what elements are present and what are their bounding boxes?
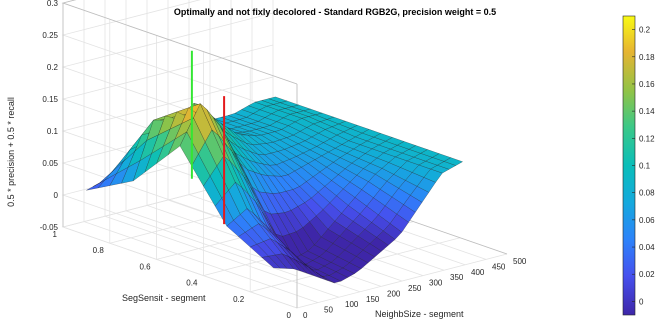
colorbar: 0 0.02 0.04 0.06 0.08 0.1 0.12 0.14 0.16 0.18 0.2 — [622, 15, 655, 316]
y-tick-label: 0.8 — [93, 246, 105, 255]
x-tick-label: 250 — [408, 284, 422, 293]
x-tick-label: 200 — [387, 289, 401, 298]
surface-mesh — [86, 96, 464, 284]
x-tick-label: 150 — [366, 295, 380, 304]
z-tick-label: 0.05 — [42, 159, 58, 168]
colorbar-tick-label: 0.04 — [639, 243, 655, 252]
y-tick-label: 0.2 — [233, 295, 245, 304]
x-tick-label: 400 — [471, 268, 485, 277]
y-tick-label: 0.6 — [139, 262, 151, 271]
x-tick-label: 100 — [345, 300, 359, 309]
colorbar-tick-label: 0.02 — [639, 270, 655, 279]
z-tick-label: 0 — [54, 191, 59, 200]
colorbar-tick-label: 0.14 — [639, 107, 655, 116]
z-tick-label: 0.25 — [42, 31, 58, 40]
y-axis-label: SegSensit - segment — [122, 293, 206, 303]
z-tick-label: -0.05 — [40, 223, 59, 232]
x-tick-label: 300 — [429, 279, 443, 288]
x-tick-label: 450 — [492, 262, 506, 271]
marker-lines — [190, 50, 226, 225]
x-tick-label: 350 — [450, 273, 464, 282]
z-axis-label: 0.5 * precision + 0.5 * recall — [6, 97, 16, 207]
z-tick-label: 0.15 — [42, 95, 58, 104]
y-tick-label: 0.4 — [186, 279, 198, 288]
x-tick-label: 500 — [513, 257, 527, 266]
x-axis-label: NeighbSize - segment — [375, 309, 464, 319]
colorbar-tick-label: 0.1 — [639, 162, 651, 171]
y-tick-label: 0 — [287, 311, 292, 320]
x-tick-label: 0 — [303, 311, 308, 320]
colorbar-tick-label: 0.06 — [639, 216, 655, 225]
colorbar-tick-label: 0.2 — [639, 26, 651, 35]
axis-ticks: 0 50 100 150 200 250 300 350 400 450 500 0 0.2 0.4 0.6… — [40, 0, 527, 320]
chart-title: Optimally and not fixly decolored - Stan… — [174, 7, 496, 17]
colorbar-tick-label: 0.12 — [639, 134, 655, 143]
z-tick-label: 0.2 — [47, 63, 59, 72]
z-tick-label: 0.3 — [47, 0, 59, 8]
colorbar-tick-label: 0.16 — [639, 80, 655, 89]
surface-patch — [443, 157, 464, 166]
x-tick-label: 50 — [324, 306, 333, 315]
z-tick-label: 0.1 — [47, 127, 59, 136]
colorbar-tick-label: 0 — [639, 297, 644, 306]
y-tick-label: 1 — [53, 230, 58, 239]
colorbar-tick-label: 0.08 — [639, 189, 655, 198]
colorbar-tick-label: 0.18 — [639, 53, 655, 62]
